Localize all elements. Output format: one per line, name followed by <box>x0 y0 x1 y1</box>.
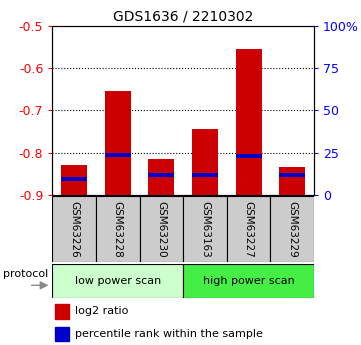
Text: GSM63228: GSM63228 <box>113 201 123 257</box>
Bar <box>96 196 140 262</box>
Text: high power scan: high power scan <box>203 276 295 286</box>
Bar <box>183 264 314 298</box>
Bar <box>61 177 87 181</box>
Title: GDS1636 / 2210302: GDS1636 / 2210302 <box>113 9 253 23</box>
Bar <box>105 152 131 157</box>
Bar <box>148 159 174 195</box>
Bar <box>192 129 218 195</box>
Text: log2 ratio: log2 ratio <box>75 306 128 316</box>
Bar <box>270 196 314 262</box>
Bar <box>236 154 262 158</box>
Bar <box>52 196 96 262</box>
Text: GSM63227: GSM63227 <box>244 201 254 257</box>
Text: GSM63163: GSM63163 <box>200 201 210 257</box>
Text: GSM63226: GSM63226 <box>69 201 79 257</box>
Bar <box>192 172 218 177</box>
Bar <box>279 172 305 177</box>
Bar <box>105 91 131 195</box>
Bar <box>148 172 174 177</box>
Bar <box>55 327 69 341</box>
Bar <box>183 196 227 262</box>
Text: GSM63229: GSM63229 <box>287 201 297 257</box>
Text: low power scan: low power scan <box>75 276 161 286</box>
Bar <box>61 165 87 195</box>
Text: percentile rank within the sample: percentile rank within the sample <box>75 329 262 339</box>
Text: protocol: protocol <box>3 269 48 278</box>
Bar <box>227 196 270 262</box>
Bar <box>55 304 69 318</box>
Bar <box>52 264 183 298</box>
Bar <box>140 196 183 262</box>
Bar <box>279 167 305 195</box>
Text: GSM63230: GSM63230 <box>156 201 166 257</box>
Bar <box>236 49 262 195</box>
